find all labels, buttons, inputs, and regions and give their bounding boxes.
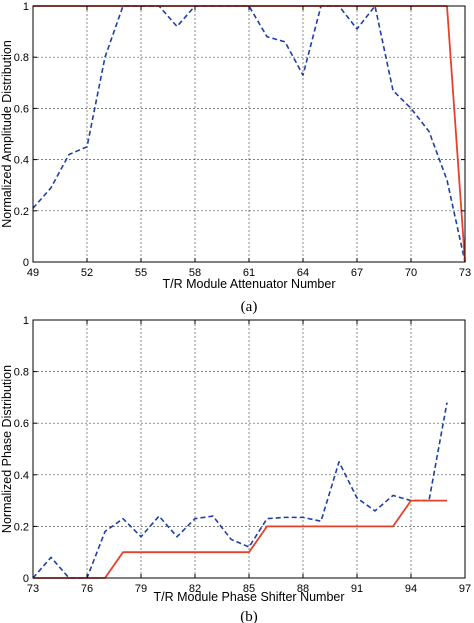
chart-panel-b: 73 76 79 82 85 88 91 94 97 0 0.2 0.4 0.6 0.8 1 T/R Modu… bbox=[0, 315, 471, 623]
x-tick-label: 70 bbox=[405, 267, 417, 279]
y-tick-label: 0.4 bbox=[14, 470, 29, 482]
x-tick-label: 85 bbox=[243, 583, 255, 595]
x-tick-label: 61 bbox=[243, 267, 255, 279]
y-tick-label: 0.8 bbox=[14, 367, 29, 379]
y-tick-label: 0.6 bbox=[14, 103, 29, 115]
x-tick-label: 79 bbox=[135, 583, 147, 595]
y-tick-label: 0.6 bbox=[14, 418, 29, 430]
y-tick-label: 0 bbox=[23, 573, 29, 585]
series-line-solid bbox=[33, 499, 447, 579]
x-tick-label: 73 bbox=[459, 267, 471, 279]
y-axis-label: Normalized Amplitude Distribution bbox=[0, 40, 14, 228]
y-tick-label: 1 bbox=[23, 1, 29, 13]
x-tick-label: 49 bbox=[27, 267, 39, 279]
x-axis-label: T/R Module Phase Shifter Number bbox=[153, 590, 344, 604]
x-tick-label: 67 bbox=[351, 267, 363, 279]
y-tick-label: 0.4 bbox=[14, 155, 29, 167]
y-axis-label: Normalized Phase Distribution bbox=[0, 365, 14, 533]
y-tick-label: 0.2 bbox=[14, 521, 29, 533]
x-tick-label: 55 bbox=[135, 267, 147, 279]
x-tick-label: 64 bbox=[297, 267, 309, 279]
x-tick-label: 73 bbox=[27, 583, 39, 595]
y-tick-label: 1 bbox=[23, 315, 29, 327]
y-tick-label: 0.2 bbox=[14, 206, 29, 218]
chart-panel-a: 49 52 55 58 61 64 67 70 73 0 0.2 0.4 0.6 0.8 1 T/R Modu… bbox=[0, 1, 471, 315]
series-line-dashed bbox=[32, 402, 448, 579]
x-tick-label: 88 bbox=[297, 583, 309, 595]
x-tick-label: 58 bbox=[189, 267, 201, 279]
x-tick-label: 91 bbox=[351, 583, 363, 595]
series-line-dashed bbox=[32, 5, 466, 263]
x-tick-label: 94 bbox=[405, 583, 417, 595]
y-tick-label: 0 bbox=[23, 257, 29, 269]
x-tick-label: 97 bbox=[459, 583, 471, 595]
x-axis-label: T/R Module Attenuator Number bbox=[163, 277, 336, 291]
x-tick-label: 76 bbox=[81, 583, 93, 595]
panel-caption: (a) bbox=[241, 299, 258, 315]
x-tick-label: 52 bbox=[81, 267, 93, 279]
y-tick-label: 0.8 bbox=[14, 52, 29, 64]
panel-caption: (b) bbox=[240, 609, 258, 623]
x-tick-label: 82 bbox=[189, 583, 201, 595]
